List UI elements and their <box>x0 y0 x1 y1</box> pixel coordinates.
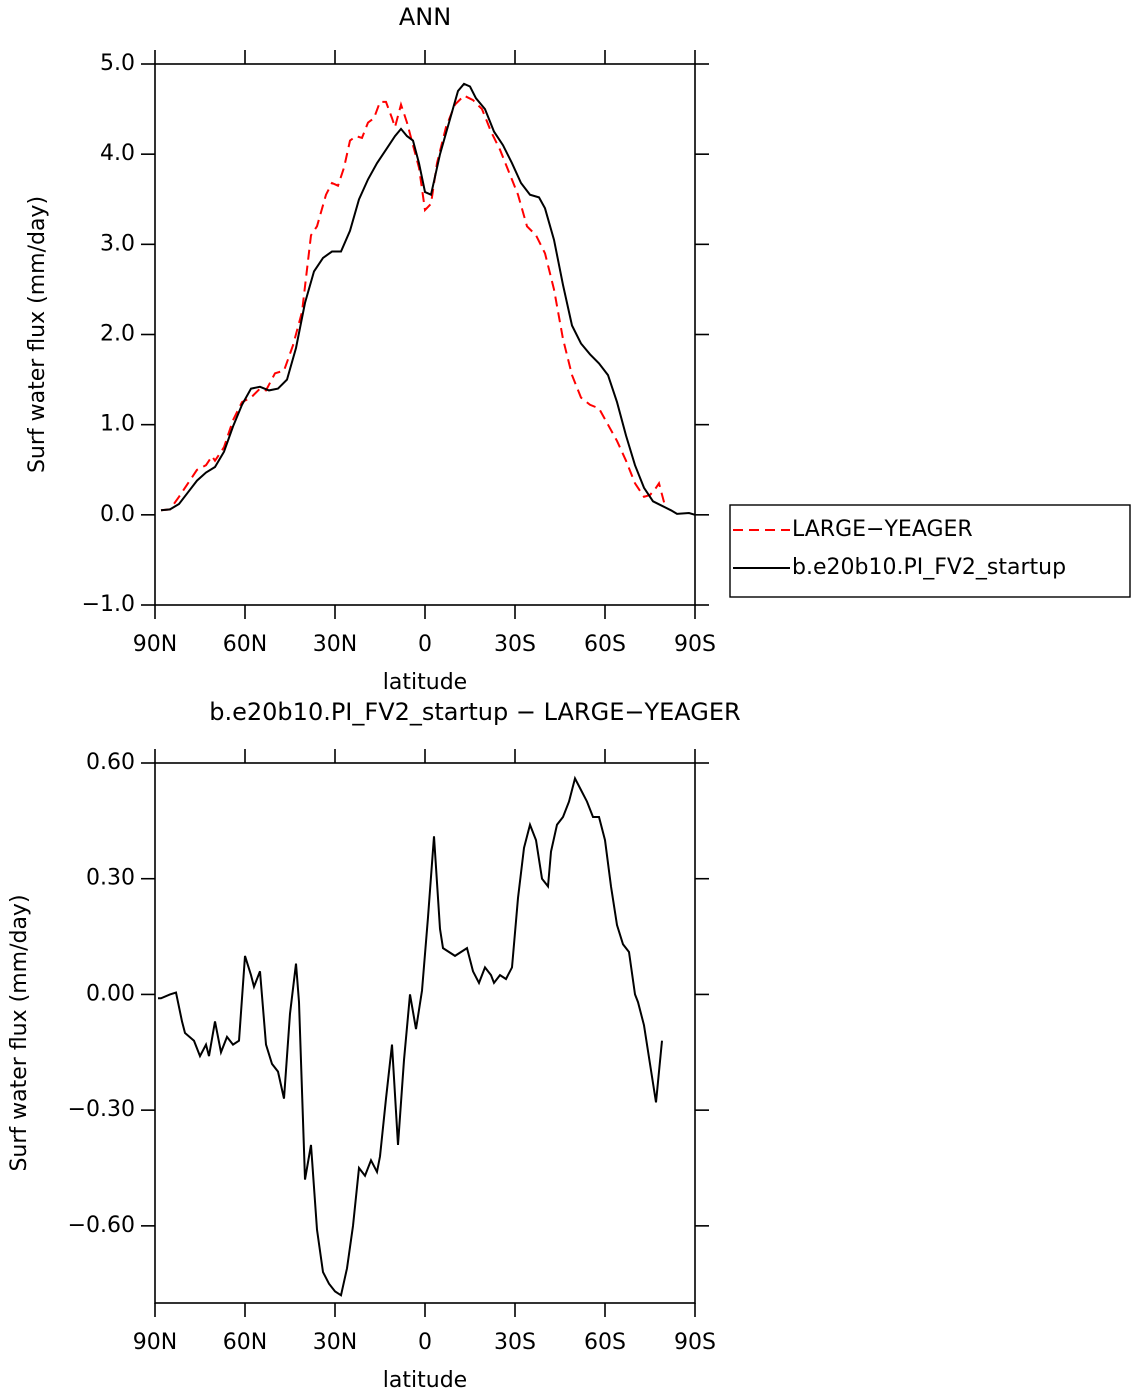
x-tick-label: 90S <box>674 1330 716 1355</box>
x-tick-label: 90N <box>133 1330 177 1355</box>
x-tick-label: 60S <box>584 1330 626 1355</box>
y-tick-label: 1.0 <box>100 412 135 437</box>
y-tick-label: 0.30 <box>86 866 135 891</box>
y-tick-label: 3.0 <box>100 231 135 256</box>
y-tick-label: −0.60 <box>68 1213 135 1238</box>
y-tick-label: 5.0 <box>100 51 135 76</box>
legend-label: LARGE−YEAGER <box>792 517 973 542</box>
legend-box <box>729 504 1131 598</box>
data-line <box>158 775 663 1297</box>
x-axis-label: latitude <box>383 670 467 695</box>
x-tick-label: 30S <box>494 1330 536 1355</box>
chart-title: ANN <box>399 3 451 31</box>
x-tick-label: 60S <box>584 632 626 657</box>
data-line <box>160 82 696 516</box>
y-tick-label: −1.0 <box>82 592 135 617</box>
y-tick-label: 2.0 <box>100 322 135 347</box>
legend-label: b.e20b10.PI_FV2_startup <box>792 555 1066 580</box>
y-axis-label: Surf water flux (mm/day) <box>25 196 50 473</box>
y-tick-label: −0.30 <box>68 1097 135 1122</box>
plot-frame <box>154 762 696 1304</box>
x-tick-label: 0 <box>418 632 432 657</box>
x-axis-label: latitude <box>383 1368 467 1393</box>
x-tick-label: 90N <box>133 632 177 657</box>
x-tick-label: 30N <box>313 632 357 657</box>
data-line <box>160 94 666 512</box>
chart-title: b.e20b10.PI_FV2_startup − LARGE−YEAGER <box>209 698 740 726</box>
y-tick-label: 0.00 <box>86 981 135 1006</box>
x-tick-label: 90S <box>674 632 716 657</box>
y-tick-label: 4.0 <box>100 141 135 166</box>
x-tick-label: 60N <box>223 632 267 657</box>
y-axis-label: Surf water flux (mm/day) <box>7 894 32 1171</box>
x-tick-label: 60N <box>223 1330 267 1355</box>
y-tick-label: 0.60 <box>86 750 135 775</box>
x-tick-label: 30N <box>313 1330 357 1355</box>
x-tick-label: 30S <box>494 632 536 657</box>
x-tick-label: 0 <box>418 1330 432 1355</box>
y-tick-label: 0.0 <box>100 502 135 527</box>
plot-frame <box>154 63 696 606</box>
